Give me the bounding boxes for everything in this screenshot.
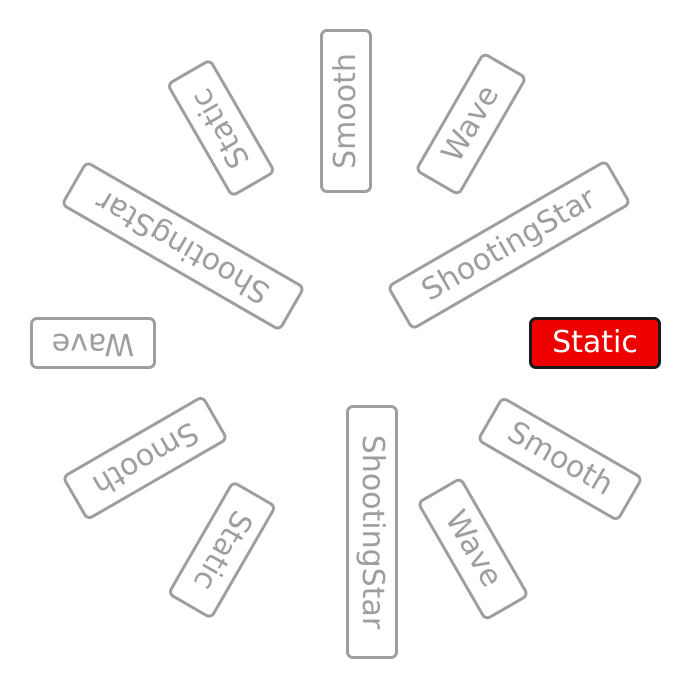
option-static[interactable]: Static — [166, 479, 278, 621]
option-shootingstar[interactable]: ShootingStar — [60, 159, 306, 333]
option-static[interactable]: Static — [165, 57, 277, 199]
option-smooth[interactable]: Smooth — [475, 395, 645, 523]
option-smooth[interactable]: Smooth — [60, 394, 230, 522]
option-static-selected[interactable]: Static — [529, 317, 661, 369]
option-wave[interactable]: Wave — [415, 476, 531, 622]
option-wave[interactable]: Wave — [30, 317, 156, 369]
option-shootingstar[interactable]: ShootingStar — [386, 158, 632, 332]
option-shootingstar[interactable]: ShootingStar — [346, 405, 398, 659]
option-wave[interactable]: Wave — [413, 51, 529, 197]
option-smooth[interactable]: Smooth — [320, 29, 372, 193]
